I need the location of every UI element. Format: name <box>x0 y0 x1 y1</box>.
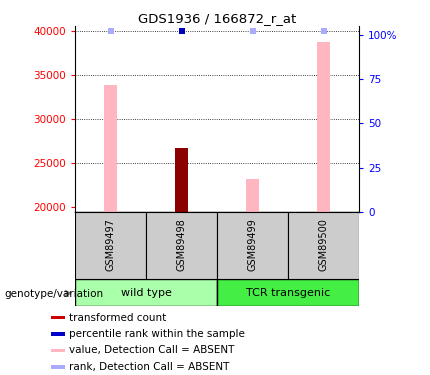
Text: TCR transgenic: TCR transgenic <box>246 288 330 297</box>
Point <box>178 28 185 34</box>
Bar <box>75 279 217 306</box>
Text: GSM89497: GSM89497 <box>106 218 116 271</box>
Bar <box>175 148 188 212</box>
Title: GDS1936 / 166872_r_at: GDS1936 / 166872_r_at <box>138 12 296 25</box>
Bar <box>146 212 217 279</box>
Bar <box>51 365 65 369</box>
Bar <box>217 279 359 306</box>
Bar <box>51 349 65 352</box>
Text: wild type: wild type <box>121 288 172 297</box>
Text: percentile rank within the sample: percentile rank within the sample <box>70 329 246 339</box>
Text: GSM89498: GSM89498 <box>177 218 187 271</box>
Point <box>249 28 256 34</box>
Text: rank, Detection Call = ABSENT: rank, Detection Call = ABSENT <box>70 362 230 372</box>
Text: value, Detection Call = ABSENT: value, Detection Call = ABSENT <box>70 345 235 355</box>
Bar <box>217 212 288 279</box>
Bar <box>317 42 330 212</box>
Bar <box>51 316 65 320</box>
Point <box>320 28 327 34</box>
Bar <box>246 179 259 212</box>
Bar <box>104 85 117 212</box>
Point <box>108 28 114 34</box>
Bar <box>51 332 65 336</box>
Text: genotype/variation: genotype/variation <box>4 290 104 299</box>
Text: GSM89500: GSM89500 <box>319 218 329 271</box>
Text: GSM89499: GSM89499 <box>248 218 258 271</box>
Bar <box>288 212 359 279</box>
Bar <box>75 212 146 279</box>
Text: transformed count: transformed count <box>70 313 167 322</box>
